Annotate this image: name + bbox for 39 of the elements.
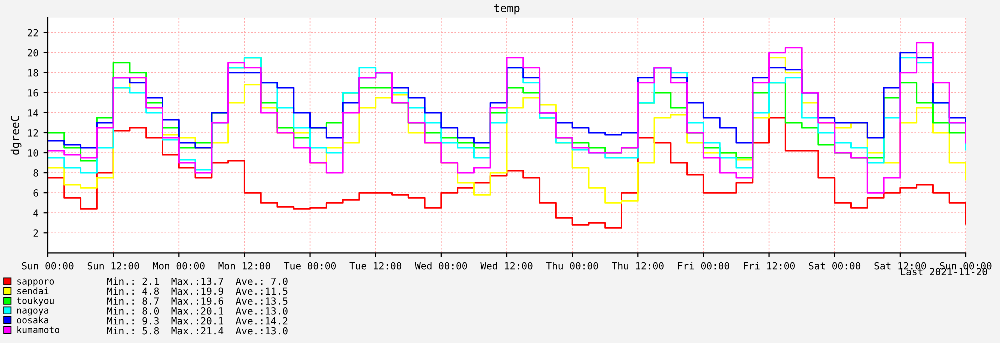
legend-label: oosaka [17, 316, 48, 324]
legend-label: nagoya [18, 308, 48, 316]
y-tick-label: 8 [34, 170, 38, 177]
x-tick-label: Sun 12:00 [88, 262, 140, 270]
x-tick-label: Sun 00:00 [22, 262, 74, 270]
y-tick-label: 12 [28, 129, 38, 137]
x-tick-label: Mon 00:00 [153, 262, 205, 270]
legend-label: sendai [18, 288, 49, 295]
y-tick-label: 22 [28, 29, 38, 37]
text: Min.: 8.7 Max.:19.6 Ave.:13.5 [107, 297, 288, 305]
legend-label: kumamoto [18, 326, 60, 334]
y-tick-label: 6 [34, 190, 38, 197]
x-tick-label: Sat 12:00 [874, 262, 926, 270]
text: Min.: 8.0 Max.:20.1 Ave.:13.0 [107, 307, 288, 315]
x-tick-label: Tue 00:00 [284, 262, 336, 270]
y-tick-label: 4 [34, 210, 39, 217]
y-tick-label: 10 [28, 150, 38, 157]
x-tick-label: Wed 12:00 [480, 262, 533, 270]
x-tick-label: Wed 00:00 [415, 262, 468, 270]
text: Min.: 5.8 Max.:21.4 Ave.:13.0 [107, 327, 288, 335]
text: Min.: 9.3 Max.:20.1 Ave.:14.2 [107, 317, 288, 325]
y-tick-label: 14 [28, 110, 39, 117]
y-tick-label: 20 [28, 49, 38, 57]
y-tick-label: 16 [28, 89, 38, 97]
text: Min.: 2.1 Max.:13.7 Ave.: 7.0 [107, 278, 288, 286]
legend-label: toukyou [17, 297, 54, 306]
y-tick-label: 2 [34, 230, 38, 237]
x-tick-label: Sat 00:00 [809, 262, 861, 270]
y-tick-label: 18 [28, 69, 38, 77]
x-tick-label: Thu 00:00 [546, 262, 598, 270]
text: Min.: 4.8 Max.:19.9 Ave.:11.5 [107, 288, 288, 296]
x-tick-label: Tue 12:00 [350, 262, 402, 270]
x-tick-label: Fri 12:00 [744, 262, 795, 270]
x-tick-label: Mon 12:00 [218, 262, 270, 270]
legend-label: sapporo [18, 280, 54, 287]
y-axis-title: dgreeC [10, 116, 22, 155]
x-tick-label: Thu 12:00 [612, 262, 664, 270]
chart-title: temp [494, 4, 520, 15]
x-tick-label: Fri 00:00 [678, 262, 730, 270]
